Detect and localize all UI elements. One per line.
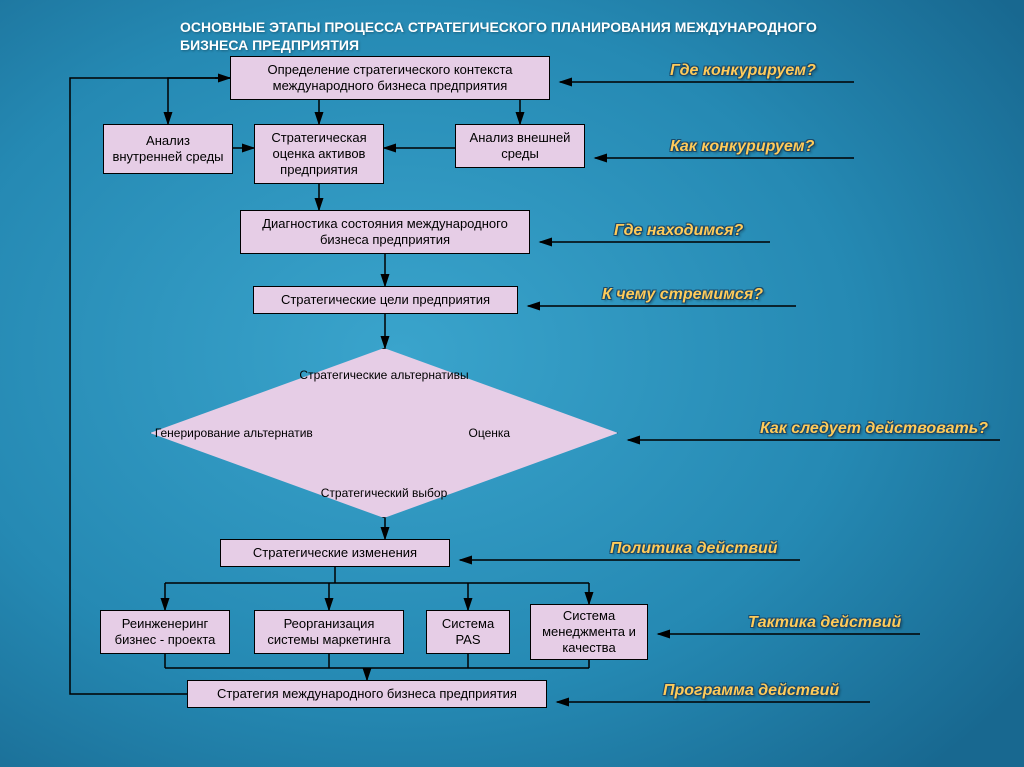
node-diagnosis: Диагностика состояния международного биз… <box>240 210 530 254</box>
question-where-are: Где находимся? <box>614 222 743 240</box>
node-strategy: Стратегия международного бизнеса предпри… <box>187 680 547 708</box>
node-label: Стратегическая оценка активов предприяти… <box>263 130 375 179</box>
node-label: Система менеджмента и качества <box>539 608 639 657</box>
diamond-label-left: Генерирование альтернатив <box>70 426 398 440</box>
node-label: Анализ внешней среды <box>464 130 576 163</box>
node-label: Стратегия международного бизнеса предпри… <box>217 686 517 702</box>
node-pas: Система PAS <box>426 610 510 654</box>
node-context: Определение стратегического контекста ме… <box>230 56 550 100</box>
question-program: Программа действий <box>663 682 839 700</box>
node-goals: Стратегические цели предприятия <box>253 286 518 314</box>
node-label: Реинженеринг бизнес - проекта <box>109 616 221 649</box>
question-how-compete: Как конкурируем? <box>670 138 814 156</box>
node-label: Диагностика состояния международного биз… <box>249 216 521 249</box>
question-how-act: Как следует действовать? <box>760 420 988 438</box>
node-label: Стратегические цели предприятия <box>281 292 490 308</box>
node-management: Система менеджмента и качества <box>530 604 648 660</box>
node-label: Система PAS <box>435 616 501 649</box>
node-assets: Стратегическая оценка активов предприяти… <box>254 124 384 184</box>
diamond-label-top: Стратегические альтернативы <box>150 368 618 382</box>
node-label: Определение стратегического контекста ме… <box>239 62 541 95</box>
question-strive: К чему стремимся? <box>602 286 763 304</box>
question-tactics: Тактика действий <box>748 614 901 632</box>
node-internal: Анализ внутренней среды <box>103 124 233 174</box>
node-external: Анализ внешней среды <box>455 124 585 168</box>
node-alternatives-diamond: Стратегические альтернативы Генерировани… <box>150 348 618 518</box>
node-label: Стратегические изменения <box>253 545 417 561</box>
diamond-label-right: Оценка <box>407 426 571 440</box>
node-label: Реорганизация системы маркетинга <box>263 616 395 649</box>
question-where-compete: Где конкурируем? <box>670 62 816 80</box>
node-label: Анализ внутренней среды <box>112 133 224 166</box>
node-changes: Стратегические изменения <box>220 539 450 567</box>
diamond-label-bottom: Стратегический выбор <box>150 486 618 500</box>
page-title: ОСНОВНЫЕ ЭТАПЫ ПРОЦЕССА СТРАТЕГИЧЕСКОГО … <box>180 18 820 54</box>
question-policy: Политика действий <box>610 540 778 558</box>
node-reorganization: Реорганизация системы маркетинга <box>254 610 404 654</box>
node-reengineering: Реинженеринг бизнес - проекта <box>100 610 230 654</box>
